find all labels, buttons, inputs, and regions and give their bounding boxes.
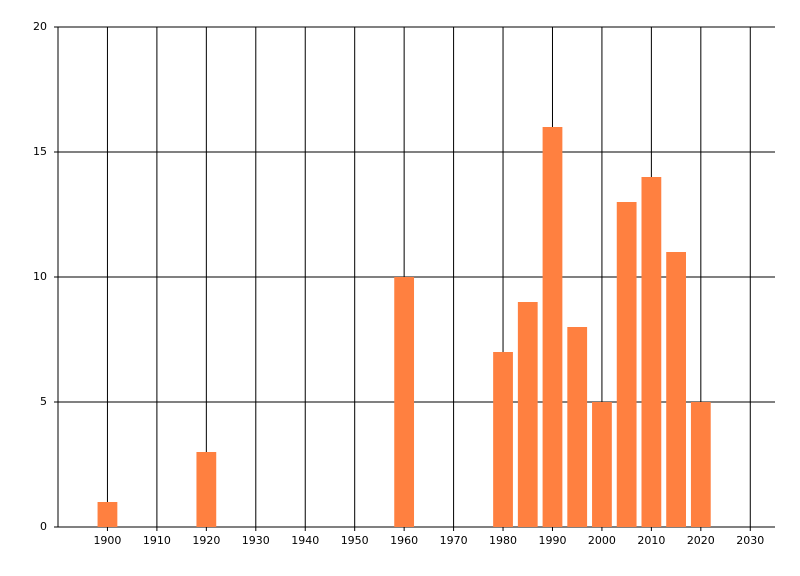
x-tick-label: 1940 — [291, 534, 319, 547]
x-tick-label: 1920 — [192, 534, 220, 547]
x-tick-label: 2030 — [736, 534, 764, 547]
bar — [196, 452, 217, 527]
x-tick-label: 1970 — [440, 534, 468, 547]
y-tick-label: 20 — [33, 20, 47, 33]
bar — [616, 202, 637, 527]
y-tick-label: 10 — [33, 270, 47, 283]
bar — [517, 302, 538, 527]
x-tick-label: 1960 — [390, 534, 418, 547]
y-tick-label: 0 — [40, 520, 47, 533]
bar — [97, 502, 118, 527]
x-tick-label: 1930 — [242, 534, 270, 547]
x-tick-label: 2010 — [637, 534, 665, 547]
x-tick-label: 1980 — [489, 534, 517, 547]
bar — [567, 327, 588, 527]
x-tick-label: 1910 — [143, 534, 171, 547]
x-tick-label: 1950 — [341, 534, 369, 547]
y-tick-label: 5 — [40, 395, 47, 408]
bar — [493, 352, 513, 527]
x-tick-label: 2020 — [687, 534, 715, 547]
bar — [641, 177, 662, 527]
x-tick-label: 2000 — [588, 534, 616, 547]
x-tick-label: 1990 — [538, 534, 566, 547]
bar — [690, 402, 711, 527]
bar — [666, 252, 686, 527]
bar — [592, 402, 612, 527]
x-tick-label: 1900 — [93, 534, 121, 547]
y-tick-label: 15 — [33, 145, 47, 158]
bar — [542, 127, 563, 527]
bar — [394, 277, 415, 527]
